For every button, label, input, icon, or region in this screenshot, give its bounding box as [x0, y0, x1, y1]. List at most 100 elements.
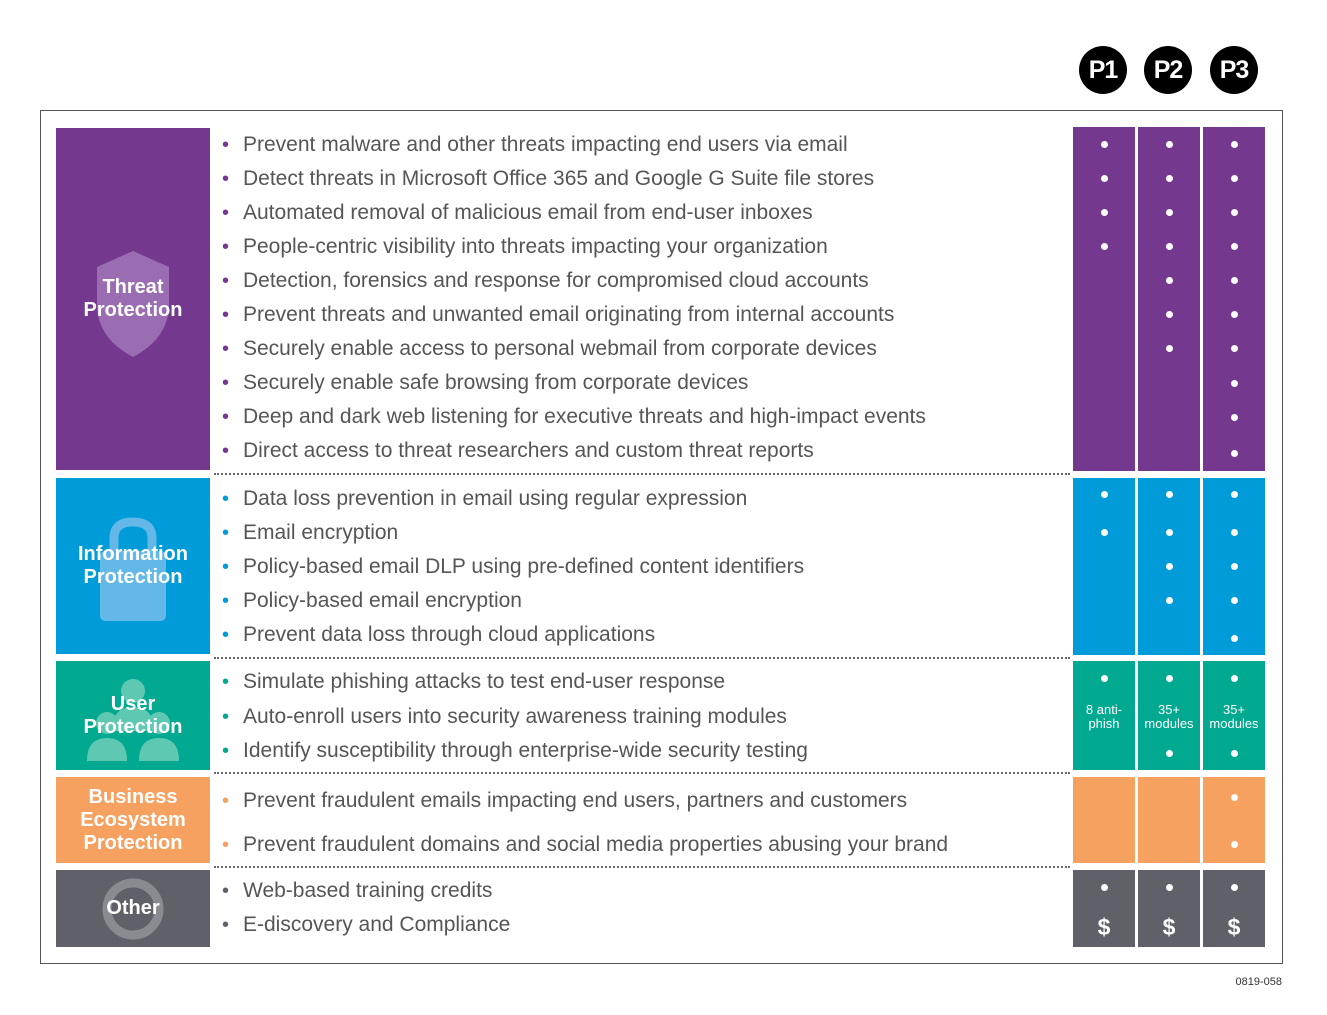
category-threat-protection: Threat Protection: [56, 128, 210, 470]
plan-column-info-p1: [1073, 478, 1135, 655]
feature-text: Prevent threats and unwanted email origi…: [243, 303, 895, 326]
included-dot-icon: [1100, 140, 1108, 148]
feature-text: Data loss prevention in email using regu…: [243, 487, 748, 510]
feature-item: • Prevent malware and other threats impac…: [222, 128, 848, 162]
included-dot-icon: [1100, 883, 1108, 891]
plan-column-other-p1: [1073, 870, 1135, 947]
feature-item: • Data loss prevention in email using reg…: [222, 482, 747, 516]
feature-text: Securely enable access to personal webma…: [243, 337, 877, 360]
feature-text: Automated removal of malicious email fro…: [243, 201, 813, 224]
bullet-icon: •: [222, 740, 230, 762]
bullet-icon: •: [222, 624, 230, 646]
plan-note: 8 anti- phish: [1085, 702, 1123, 731]
included-dot-icon: [1230, 413, 1238, 421]
feature-item: • Auto-enroll users into security awarene…: [222, 700, 787, 734]
feature-item: • Prevent data loss through cloud applica…: [222, 618, 655, 652]
feature-text: Prevent malware and other threats impact…: [243, 133, 848, 156]
feature-item: • Policy-based email DLP using pre-define…: [222, 550, 804, 584]
included-dot-icon: [1230, 449, 1238, 457]
feature-text: Policy-based email encryption: [243, 589, 522, 612]
bullet-icon: •: [222, 202, 230, 224]
plan-badge-p3: P3: [1210, 46, 1258, 94]
category-business-ecosystem-protection: Business Ecosystem Protection: [56, 777, 210, 863]
included-dot-icon: [1230, 674, 1238, 682]
feature-text: Identify susceptibility through enterpri…: [243, 739, 808, 762]
feature-item: • Prevent threats and unwanted email orig…: [222, 298, 894, 332]
feature-text: Direct access to threat researchers and …: [243, 439, 814, 462]
bullet-icon: •: [222, 671, 230, 693]
plan-column-other-p3: [1203, 870, 1265, 947]
users-icon: [87, 679, 179, 761]
bullet-icon: •: [222, 338, 230, 360]
bullet-icon: •: [222, 440, 230, 462]
feature-text: Policy-based email DLP using pre-defined…: [243, 555, 805, 578]
section-divider: [214, 473, 1070, 475]
included-dot-icon: [1165, 596, 1173, 604]
bullet-icon: •: [222, 488, 230, 510]
dollar-icon: $: [1097, 914, 1111, 940]
feature-text: Securely enable safe browsing from corpo…: [243, 371, 749, 394]
bullet-icon: •: [222, 706, 230, 728]
included-dot-icon: [1230, 208, 1238, 216]
bullet-icon: •: [222, 134, 230, 156]
included-dot-icon: [1230, 379, 1238, 387]
feature-item: • Prevent fraudulent emails impacting end…: [222, 784, 907, 818]
plan-badge-p2: P2: [1144, 46, 1192, 94]
included-dot-icon: [1165, 140, 1173, 148]
feature-text: Detection, forensics and response for co…: [243, 269, 869, 292]
feature-item: • Securely enable access to personal webm…: [222, 332, 877, 366]
section-divider: [214, 772, 1070, 774]
bullet-icon: •: [222, 590, 230, 612]
feature-text: Auto-enroll users into security awarenes…: [243, 705, 787, 728]
bullet-icon: •: [222, 880, 230, 902]
section-divider: [214, 657, 1070, 659]
bullet-icon: •: [222, 522, 230, 544]
bullet-icon: •: [222, 236, 230, 258]
plan-note: 35+ modules: [1209, 702, 1259, 731]
dollar-icon: $: [1227, 914, 1241, 940]
document-id: 0819-058: [1235, 976, 1283, 988]
plan-column-business-p3: [1203, 777, 1265, 863]
feature-item: • Simulate phishing attacks to test end-u…: [222, 665, 725, 699]
category-label: Business Ecosystem Protection: [80, 785, 186, 854]
plan-column-other-p2: [1138, 870, 1200, 947]
included-dot-icon: [1100, 174, 1108, 182]
included-dot-icon: [1165, 562, 1173, 570]
included-dot-icon: [1165, 490, 1173, 498]
feature-item: • People-centric visibility into threats …: [222, 230, 828, 264]
included-dot-icon: [1230, 310, 1238, 318]
bullet-icon: •: [222, 168, 230, 190]
feature-item: • Policy-based email encryption: [222, 584, 522, 618]
feature-item: • Deep and dark web listening for executi…: [222, 400, 926, 434]
included-dot-icon: [1230, 562, 1238, 570]
feature-item: • Prevent fraudulent domains and social m…: [222, 828, 948, 862]
plan-badge-p1: P1: [1079, 46, 1127, 94]
feature-text: E-discovery and Compliance: [243, 913, 511, 936]
included-dot-icon: [1165, 276, 1173, 284]
included-dot-icon: [1230, 528, 1238, 536]
feature-item: • Detect threats in Microsoft Office 365 …: [222, 162, 874, 196]
included-dot-icon: [1230, 276, 1238, 284]
ring-icon: [102, 878, 164, 940]
included-dot-icon: [1230, 140, 1238, 148]
comparison-frame: [40, 110, 1283, 964]
lock-icon: [100, 517, 166, 621]
included-dot-icon: [1165, 208, 1173, 216]
bullet-icon: •: [222, 914, 230, 936]
feature-item: • Direct access to threat researchers and…: [222, 434, 814, 468]
category-information-protection: Information Protection: [56, 478, 210, 654]
category-label: User Protection: [83, 692, 183, 738]
category-label: Other: [106, 897, 160, 919]
included-dot-icon: [1165, 242, 1173, 250]
bullet-icon: •: [222, 304, 230, 326]
included-dot-icon: [1165, 528, 1173, 536]
included-dot-icon: [1165, 749, 1173, 757]
included-dot-icon: [1230, 883, 1238, 891]
feature-text: Web-based training credits: [243, 879, 493, 902]
plan-note: 35+ modules: [1144, 702, 1194, 731]
category-other: Other: [56, 870, 210, 947]
feature-item: • E-discovery and Compliance: [222, 908, 510, 942]
included-dot-icon: [1230, 596, 1238, 604]
category-user-protection: User Protection: [56, 661, 210, 770]
included-dot-icon: [1230, 749, 1238, 757]
